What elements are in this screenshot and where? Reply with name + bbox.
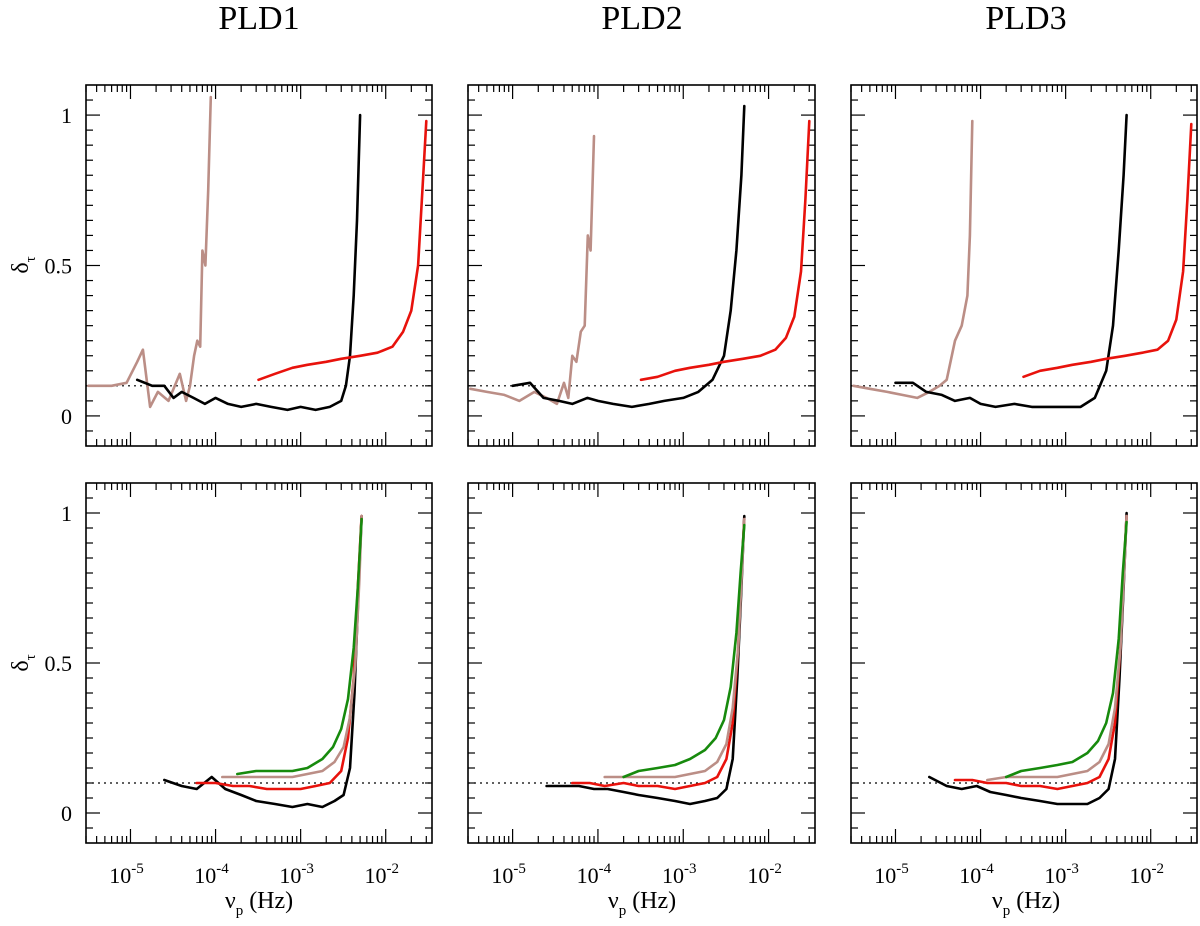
series-line-red [257,119,428,382]
plot-frame [467,482,816,844]
panel-top-left: 00.51 [45,84,433,447]
panel-bottom-middle: 10-5 10-4 10-3 10-2 [467,482,816,888]
panel-bottom-right: 10-5 10-4 10-3 10-2 [850,482,1198,888]
series-line-rosy [87,95,213,409]
plot-frame [85,482,433,844]
y-tick-label: 1 [61,103,72,128]
series-line-red [953,514,1128,791]
panel-top-right [850,84,1198,447]
x-axis-label-col1: νp (Hz) [225,888,293,919]
series-line-black [894,113,1128,409]
plot-frame [467,84,816,447]
y-axis-label-bottom: δτ [8,654,39,671]
series-line-rosy [469,134,596,406]
y-tick-label: 0 [61,404,72,429]
y-tick-label: 0.5 [45,254,73,279]
x-tick-label: 10-2 [1129,861,1164,888]
series-line-rosy [852,119,974,400]
x-axis-label-col2: νp (Hz) [608,888,676,919]
x-tick-label: 10-4 [577,861,612,888]
series-line-green [622,523,746,779]
series-line-rosy [985,514,1128,782]
x-tick-label: 10-3 [662,861,697,888]
x-tick-label: 10-5 [491,861,525,888]
x-tick-label: 10-4 [959,861,994,888]
panel-top-middle [467,84,816,447]
series-line-rosy [221,514,363,779]
series-line-red [570,517,746,791]
x-tick-label: 10-5 [874,861,909,888]
x-tick-label: 10-2 [364,861,399,888]
x-tick-label: 10-3 [1044,861,1079,888]
x-tick-label: 10-2 [747,861,782,888]
series-line-red [639,119,811,382]
series-line-red [1022,122,1193,379]
series-line-green [1004,520,1128,779]
x-axis-label-col3: νp (Hz) [992,888,1060,919]
x-tick-label: 10-3 [279,861,314,888]
x-tick-label: 10-4 [194,861,229,888]
series-line-green [236,517,363,776]
panel-bottom-left: 0 0.5 1 10-5 10-4 10-3 10-2 [45,482,433,888]
y-tick-label: 1 [61,501,72,526]
series-line-black [545,514,746,806]
column-title-pld1: PLD1 [218,0,299,37]
series-line-rosy [603,517,746,779]
series-line-black [135,113,362,412]
y-axis-label-top: δτ [8,256,39,273]
series-line-red [195,514,363,791]
y-tick-label: 0 [61,801,72,826]
series-line-black [163,514,363,809]
plot-frame [85,84,433,447]
plot-frame [850,84,1198,447]
x-tick-label: 10-5 [109,861,144,888]
series-line-black [511,104,746,409]
column-title-pld2: PLD2 [601,0,682,37]
plot-frame [850,482,1198,844]
series-line-black [927,511,1128,806]
y-tick-label: 0.5 [45,651,73,676]
column-title-pld3: PLD3 [985,0,1066,37]
